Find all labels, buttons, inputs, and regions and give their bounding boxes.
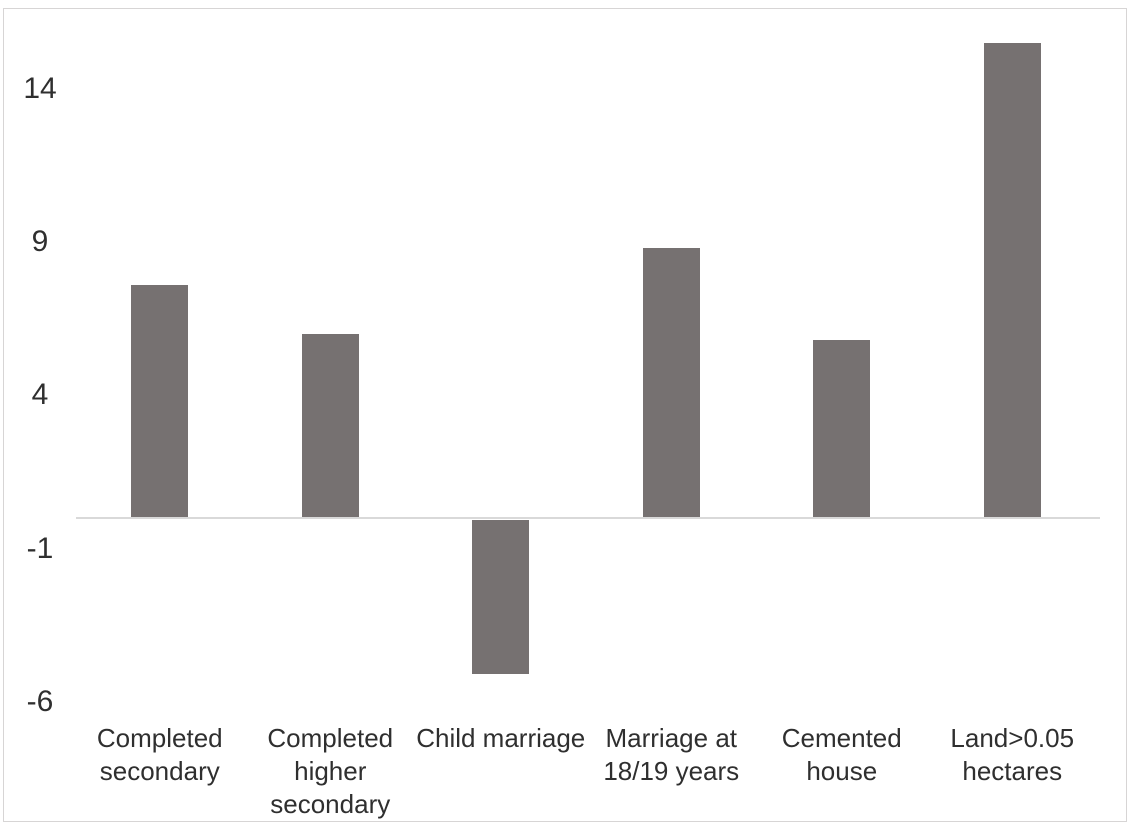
- bar-land-0-05-hectares: [983, 42, 1041, 518]
- y-tick-label--1: -1: [26, 531, 54, 565]
- x-axis-line: [76, 517, 1100, 519]
- bar-completed-secondary: [131, 284, 189, 518]
- y-tick-label-4: 4: [31, 378, 49, 412]
- bar-child-marriage: [472, 520, 530, 675]
- category-label-marriage-at-18-19-years: Marriage at 18/19 years: [603, 723, 740, 786]
- y-tick-label--6: -6: [26, 685, 54, 719]
- bar-marriage-at-18-19-years: [642, 248, 700, 518]
- bar-cemented-house: [813, 340, 871, 518]
- category-label-completed-higher-secondary: Completed higher secondary: [267, 723, 394, 819]
- chart-border: [3, 8, 1127, 822]
- y-tick-label-9: 9: [31, 224, 49, 258]
- category-label-cemented-house: Cemented house: [781, 723, 902, 786]
- bar-completed-higher-secondary: [301, 333, 359, 518]
- y-tick-label-14: 14: [23, 71, 57, 105]
- category-label-completed-secondary: Completed secondary: [96, 723, 223, 786]
- category-label-child-marriage: Child marriage: [416, 723, 586, 753]
- category-label-land-0-05-hectares: Land>0.05 hectares: [950, 723, 1075, 786]
